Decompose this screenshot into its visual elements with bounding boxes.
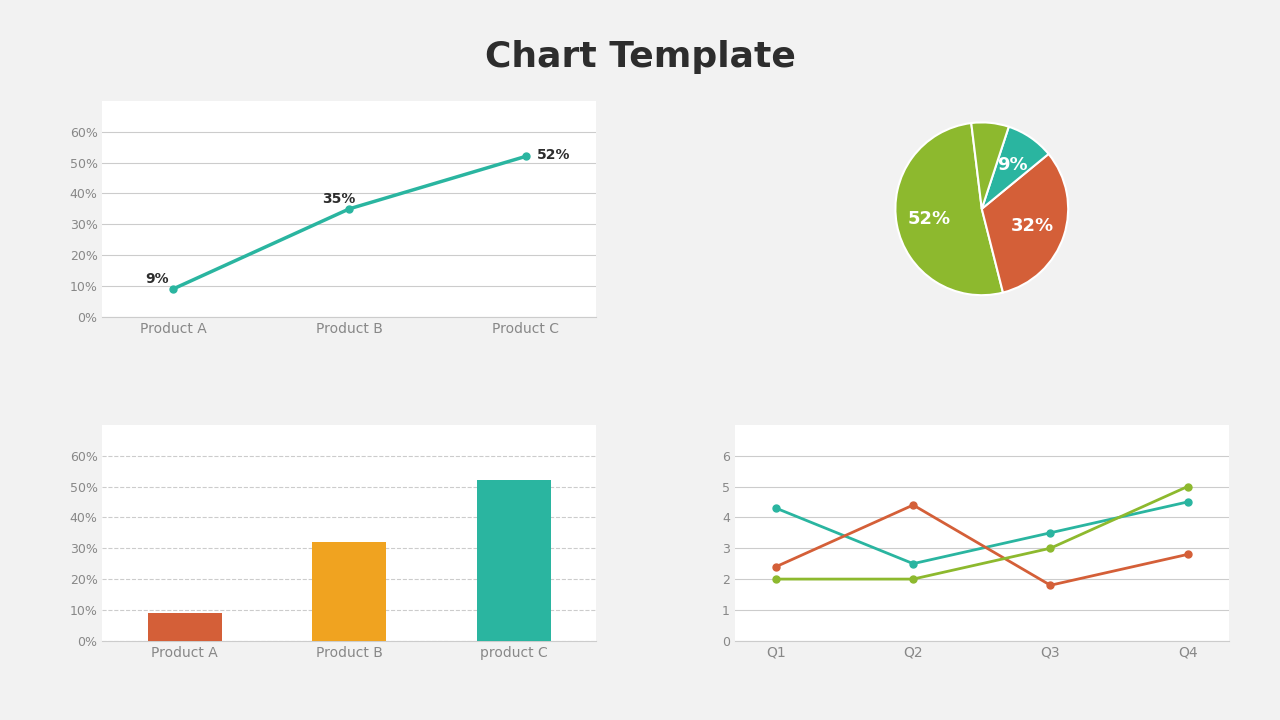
Text: Chart Template: Chart Template — [485, 40, 795, 73]
Text: 9%: 9% — [997, 156, 1028, 174]
Text: 32%: 32% — [1011, 217, 1055, 235]
Text: 35%: 35% — [321, 192, 355, 206]
Text: 9%: 9% — [145, 272, 169, 287]
Bar — [147, 613, 221, 641]
Text: 52%: 52% — [538, 148, 571, 162]
Wedge shape — [896, 123, 1004, 295]
Bar — [312, 542, 387, 641]
Wedge shape — [982, 127, 1048, 209]
Bar — [477, 480, 552, 641]
Text: 52%: 52% — [908, 210, 951, 228]
Wedge shape — [982, 154, 1069, 292]
Wedge shape — [972, 122, 1009, 209]
